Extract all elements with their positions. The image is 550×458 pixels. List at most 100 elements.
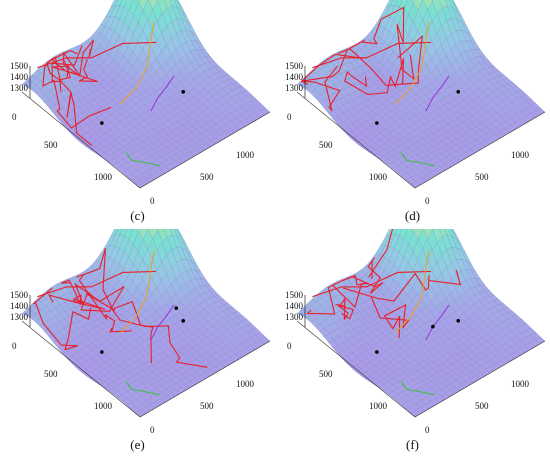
- base-edge: [21, 320, 271, 418]
- y-tick-label: 0: [287, 112, 292, 122]
- panel-d: 1500 1400 1300 0 500 1000 0 500 1000 (d): [275, 0, 550, 229]
- x-tick-label: 500: [475, 401, 489, 411]
- panel-label-d: (d): [404, 208, 421, 223]
- base-edge: [21, 91, 271, 189]
- z-tick-label: 1500: [285, 290, 304, 300]
- route-lines: [300, 6, 431, 112]
- z-tick-label: 1500: [10, 61, 29, 71]
- node-marker: [375, 121, 379, 125]
- orange-branch-line: [394, 250, 430, 334]
- z-tick-label: 1400: [10, 72, 29, 82]
- node-marker: [375, 350, 379, 354]
- base-edge: [296, 320, 546, 418]
- orange-branch-line: [119, 250, 155, 334]
- surface-mesh: [21, 229, 271, 418]
- panel-e: 1500 1400 1300 0 500 1000 0 500 1000 (e): [0, 229, 275, 458]
- route-line: [76, 247, 154, 364]
- panel-f: 1500 1400 1300 0 500 1000 0 500 1000 (f): [275, 229, 550, 458]
- route-line: [335, 296, 355, 320]
- x-tick-label: 500: [200, 172, 214, 182]
- y-tick-label: 500: [319, 140, 333, 150]
- route-line: [32, 287, 92, 351]
- x-tick-label: 500: [475, 172, 489, 182]
- z-tick-label: 1300: [285, 83, 304, 93]
- z-tick-label: 1400: [10, 301, 29, 311]
- y-tick-label: 1000: [369, 401, 388, 411]
- surface-mesh: [296, 229, 546, 418]
- x-tick-label: 1000: [511, 379, 530, 389]
- purple-branch-line: [150, 304, 175, 341]
- orange-branch-line: [394, 21, 430, 105]
- x-tick-label: 0: [150, 196, 155, 206]
- y-tick-label: 500: [44, 140, 58, 150]
- route-line: [78, 274, 132, 333]
- y-tick-label: 500: [319, 369, 333, 379]
- node-marker: [431, 324, 435, 329]
- route-line: [344, 58, 405, 96]
- surface-mesh: [21, 0, 271, 189]
- base-edge: [296, 91, 546, 189]
- purple-branch-line: [425, 75, 450, 112]
- route-line: [306, 274, 368, 315]
- route-line: [368, 229, 394, 278]
- route-line: [362, 6, 415, 81]
- route-lines: [37, 39, 156, 146]
- panel-c: 1500 1400 1300 0 500 1000 0 500 1000 (c): [0, 0, 275, 229]
- y-tick-label: 0: [287, 341, 292, 351]
- route-line: [72, 282, 125, 312]
- green-branch-line: [125, 152, 161, 167]
- y-tick-label: 0: [12, 112, 17, 122]
- route-line: [37, 270, 156, 298]
- node-marker: [100, 121, 104, 125]
- route-line: [343, 269, 462, 302]
- green-branch-line: [400, 152, 436, 167]
- route-line: [48, 279, 105, 310]
- purple-branch-line: [150, 75, 175, 112]
- node-marker: [181, 90, 186, 94]
- surface-mesh: [296, 0, 546, 189]
- z-tick-label: 1400: [285, 301, 304, 311]
- route-lines: [32, 247, 208, 368]
- x-tick-label: 0: [150, 425, 155, 435]
- x-tick-label: 1000: [236, 379, 255, 389]
- z-tick-label: 1500: [10, 290, 29, 300]
- green-branch-line: [400, 381, 436, 396]
- route-line: [370, 297, 410, 339]
- route-line: [300, 39, 366, 82]
- panel-label-f: (f): [406, 437, 419, 452]
- x-tick-label: 0: [425, 425, 430, 435]
- node-marker: [174, 306, 179, 310]
- node-marker: [456, 90, 461, 94]
- green-branch-line: [125, 381, 161, 396]
- node-marker: [181, 319, 186, 323]
- panel-label-c: (c): [130, 208, 145, 223]
- z-tick-label: 1300: [10, 312, 29, 322]
- z-tick-label: 1400: [285, 72, 304, 82]
- route-line: [37, 41, 156, 69]
- orange-branch-line: [119, 21, 155, 105]
- y-tick-label: 1000: [369, 172, 388, 182]
- x-tick-label: 500: [200, 401, 214, 411]
- y-tick-label: 1000: [94, 172, 113, 182]
- z-tick-label: 1500: [285, 61, 304, 71]
- panel-label-e: (e): [130, 437, 145, 452]
- z-tick-label: 1300: [10, 83, 29, 93]
- route-line: [312, 41, 431, 69]
- route-line: [337, 34, 423, 86]
- purple-branch-line: [425, 304, 450, 341]
- x-tick-label: 0: [425, 196, 430, 206]
- y-tick-label: 500: [44, 369, 58, 379]
- route-line: [312, 270, 431, 298]
- node-marker: [456, 319, 461, 323]
- y-tick-label: 0: [12, 341, 17, 351]
- y-tick-label: 1000: [94, 401, 113, 411]
- z-tick-label: 1300: [285, 312, 304, 322]
- route-lines: [306, 229, 462, 339]
- route-line: [58, 60, 93, 146]
- node-marker: [100, 350, 104, 354]
- x-tick-label: 1000: [236, 150, 255, 160]
